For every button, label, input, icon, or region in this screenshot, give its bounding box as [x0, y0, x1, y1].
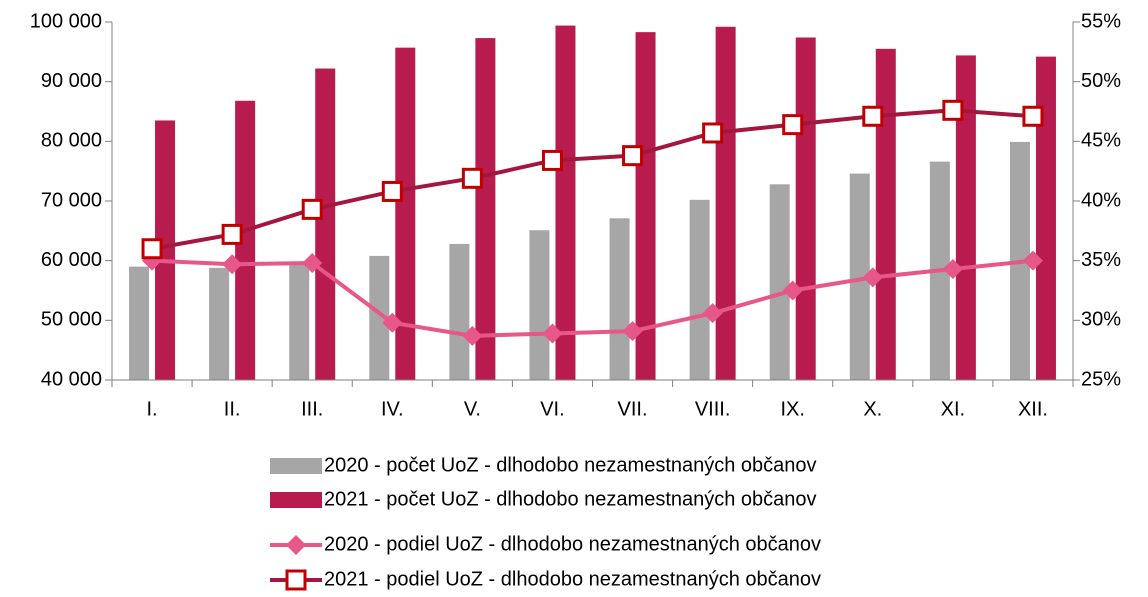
bar: [849, 173, 870, 380]
line-marker: [141, 238, 163, 260]
y2-tick-label: 30%: [1081, 309, 1121, 331]
x-tick-label: XI.: [941, 398, 965, 420]
bar: [1035, 56, 1056, 381]
line-marker: [702, 303, 723, 324]
legend-swatch: [270, 458, 322, 474]
line-marker: [622, 321, 643, 342]
x-tick-label: II.: [224, 398, 241, 420]
line-marker: [942, 259, 963, 280]
bar: [529, 230, 550, 380]
line-marker: [221, 223, 243, 245]
line-marker: [381, 180, 403, 202]
y-tick-label: 100 000: [30, 10, 102, 32]
bar: [155, 120, 176, 380]
line: [151, 258, 1034, 338]
y2-tick-label: 40%: [1081, 189, 1121, 211]
legend-label: 2021 - podiel UoZ - dlhodobo nezamestnan…: [324, 568, 821, 590]
x-tick-label: VII.: [618, 398, 648, 420]
x-tick-label: VI.: [540, 398, 564, 420]
legend-swatch: [270, 492, 322, 508]
y-tick-label: 80 000: [41, 130, 102, 152]
y-tick-label: 40 000: [41, 368, 102, 390]
y2-tick-label: 45%: [1081, 130, 1121, 152]
bar: [475, 38, 496, 381]
legend-marker: [285, 569, 307, 591]
bar: [449, 243, 470, 380]
x-tick-label: IV.: [381, 398, 404, 420]
x-tick-label: IX.: [780, 398, 804, 420]
x-tick-label: X.: [863, 398, 882, 420]
line-marker: [942, 99, 964, 121]
bar: [209, 267, 230, 380]
bar: [129, 266, 150, 380]
bar: [609, 218, 630, 380]
line: [151, 108, 1034, 251]
x-tick-label: I.: [146, 398, 157, 420]
bar: [795, 37, 816, 380]
x-tick-label: III.: [301, 398, 323, 420]
y-tick-label: 60 000: [41, 249, 102, 271]
line-marker: [541, 149, 563, 171]
y-tick-label: 90 000: [41, 70, 102, 92]
y2-tick-label: 50%: [1081, 70, 1121, 92]
bar: [769, 184, 790, 380]
bar: [555, 25, 576, 381]
bar: [715, 26, 736, 380]
legend-label: 2020 - podiel UoZ - dlhodobo nezamestnan…: [324, 533, 821, 555]
x-tick-label: V.: [464, 398, 481, 420]
line-marker: [1022, 250, 1043, 271]
line-marker: [542, 323, 563, 344]
bar: [395, 47, 416, 380]
line-marker: [622, 145, 644, 167]
y-tick-label: 70 000: [41, 189, 102, 211]
legend-marker: [286, 535, 306, 555]
legend-label: 2021 - počet UoZ - dlhodobo nezamestnaný…: [324, 488, 817, 510]
bar: [369, 255, 390, 380]
bar: [689, 199, 710, 380]
y2-tick-label: 25%: [1081, 368, 1121, 390]
line-marker: [1022, 105, 1044, 127]
bar: [875, 48, 896, 380]
y2-tick-label: 35%: [1081, 249, 1121, 271]
line-marker: [461, 167, 483, 189]
bar: [289, 261, 310, 380]
bar: [235, 100, 256, 380]
line-marker: [222, 254, 243, 275]
bar: [955, 55, 976, 381]
line-marker: [462, 325, 483, 346]
x-tick-label: XII.: [1018, 398, 1048, 420]
line-marker: [782, 280, 803, 301]
line-marker: [382, 312, 403, 333]
line-marker: [782, 114, 804, 136]
line-marker: [301, 198, 323, 220]
bar: [315, 68, 336, 380]
legend-label: 2020 - počet UoZ - dlhodobo nezamestnaný…: [324, 454, 817, 476]
line-marker: [862, 105, 884, 127]
y-tick-label: 50 000: [41, 309, 102, 331]
line-marker: [862, 267, 883, 288]
x-tick-label: VIII.: [695, 398, 731, 420]
y2-tick-label: 55%: [1081, 10, 1121, 32]
line-marker: [702, 122, 724, 144]
bar: [635, 32, 656, 380]
line-marker: [302, 253, 323, 274]
